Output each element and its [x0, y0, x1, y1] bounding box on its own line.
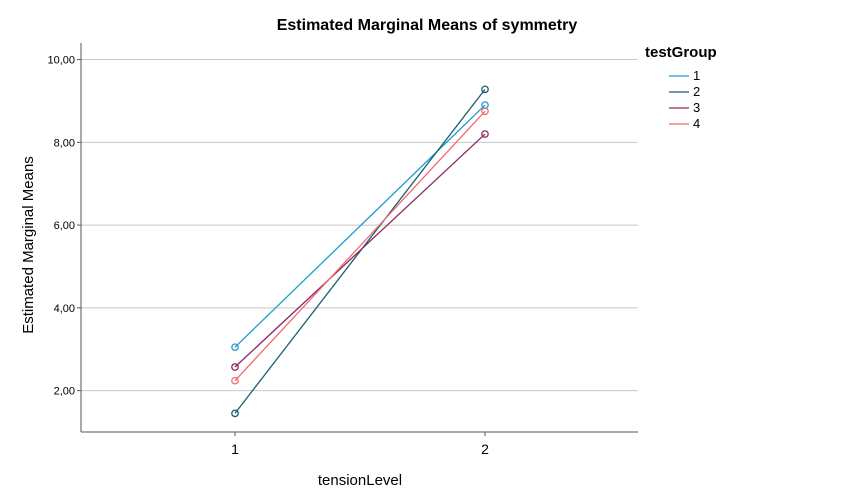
gridlines: [81, 59, 638, 392]
series-group: [231, 85, 489, 418]
point-series-4-2: [481, 107, 489, 116]
legend-label-1: 1: [693, 68, 700, 83]
legend-label-4: 4: [693, 116, 700, 131]
legend-title: testGroup: [645, 44, 717, 61]
y-tick-label-3: 8,00: [54, 137, 75, 149]
legend-label-2: 2: [693, 84, 700, 99]
x-tick-label-1: 2: [481, 441, 489, 457]
y-axis-ticks: 2,00 4,00 6,00 8,00 10,00: [47, 55, 81, 398]
plot-frame: [80, 43, 638, 433]
point-series-3-2: [481, 130, 489, 138]
series-line-1: [234, 104, 486, 348]
point-series-3-1: [231, 363, 239, 371]
x-tick-label-0: 1: [231, 441, 239, 457]
chart-title: Estimated Marginal Means of symmetry: [277, 17, 578, 34]
series-line-4: [234, 110, 486, 382]
y-tick-label-2: 6,00: [54, 220, 75, 232]
point-series-1-1: [231, 343, 239, 352]
point-series-2-1: [231, 409, 239, 418]
y-tick-label-0: 2,00: [54, 386, 75, 398]
series-line-3: [234, 133, 486, 368]
y-tick-label-4: 10,00: [47, 55, 75, 67]
legend-label-3: 3: [693, 100, 700, 115]
point-series-4-1: [231, 376, 239, 385]
x-axis-label: tensionLevel: [318, 472, 402, 489]
y-axis-label: Estimated Marginal Means: [20, 156, 37, 334]
y-tick-label-1: 4,00: [54, 303, 75, 315]
point-series-2-2: [481, 85, 489, 94]
